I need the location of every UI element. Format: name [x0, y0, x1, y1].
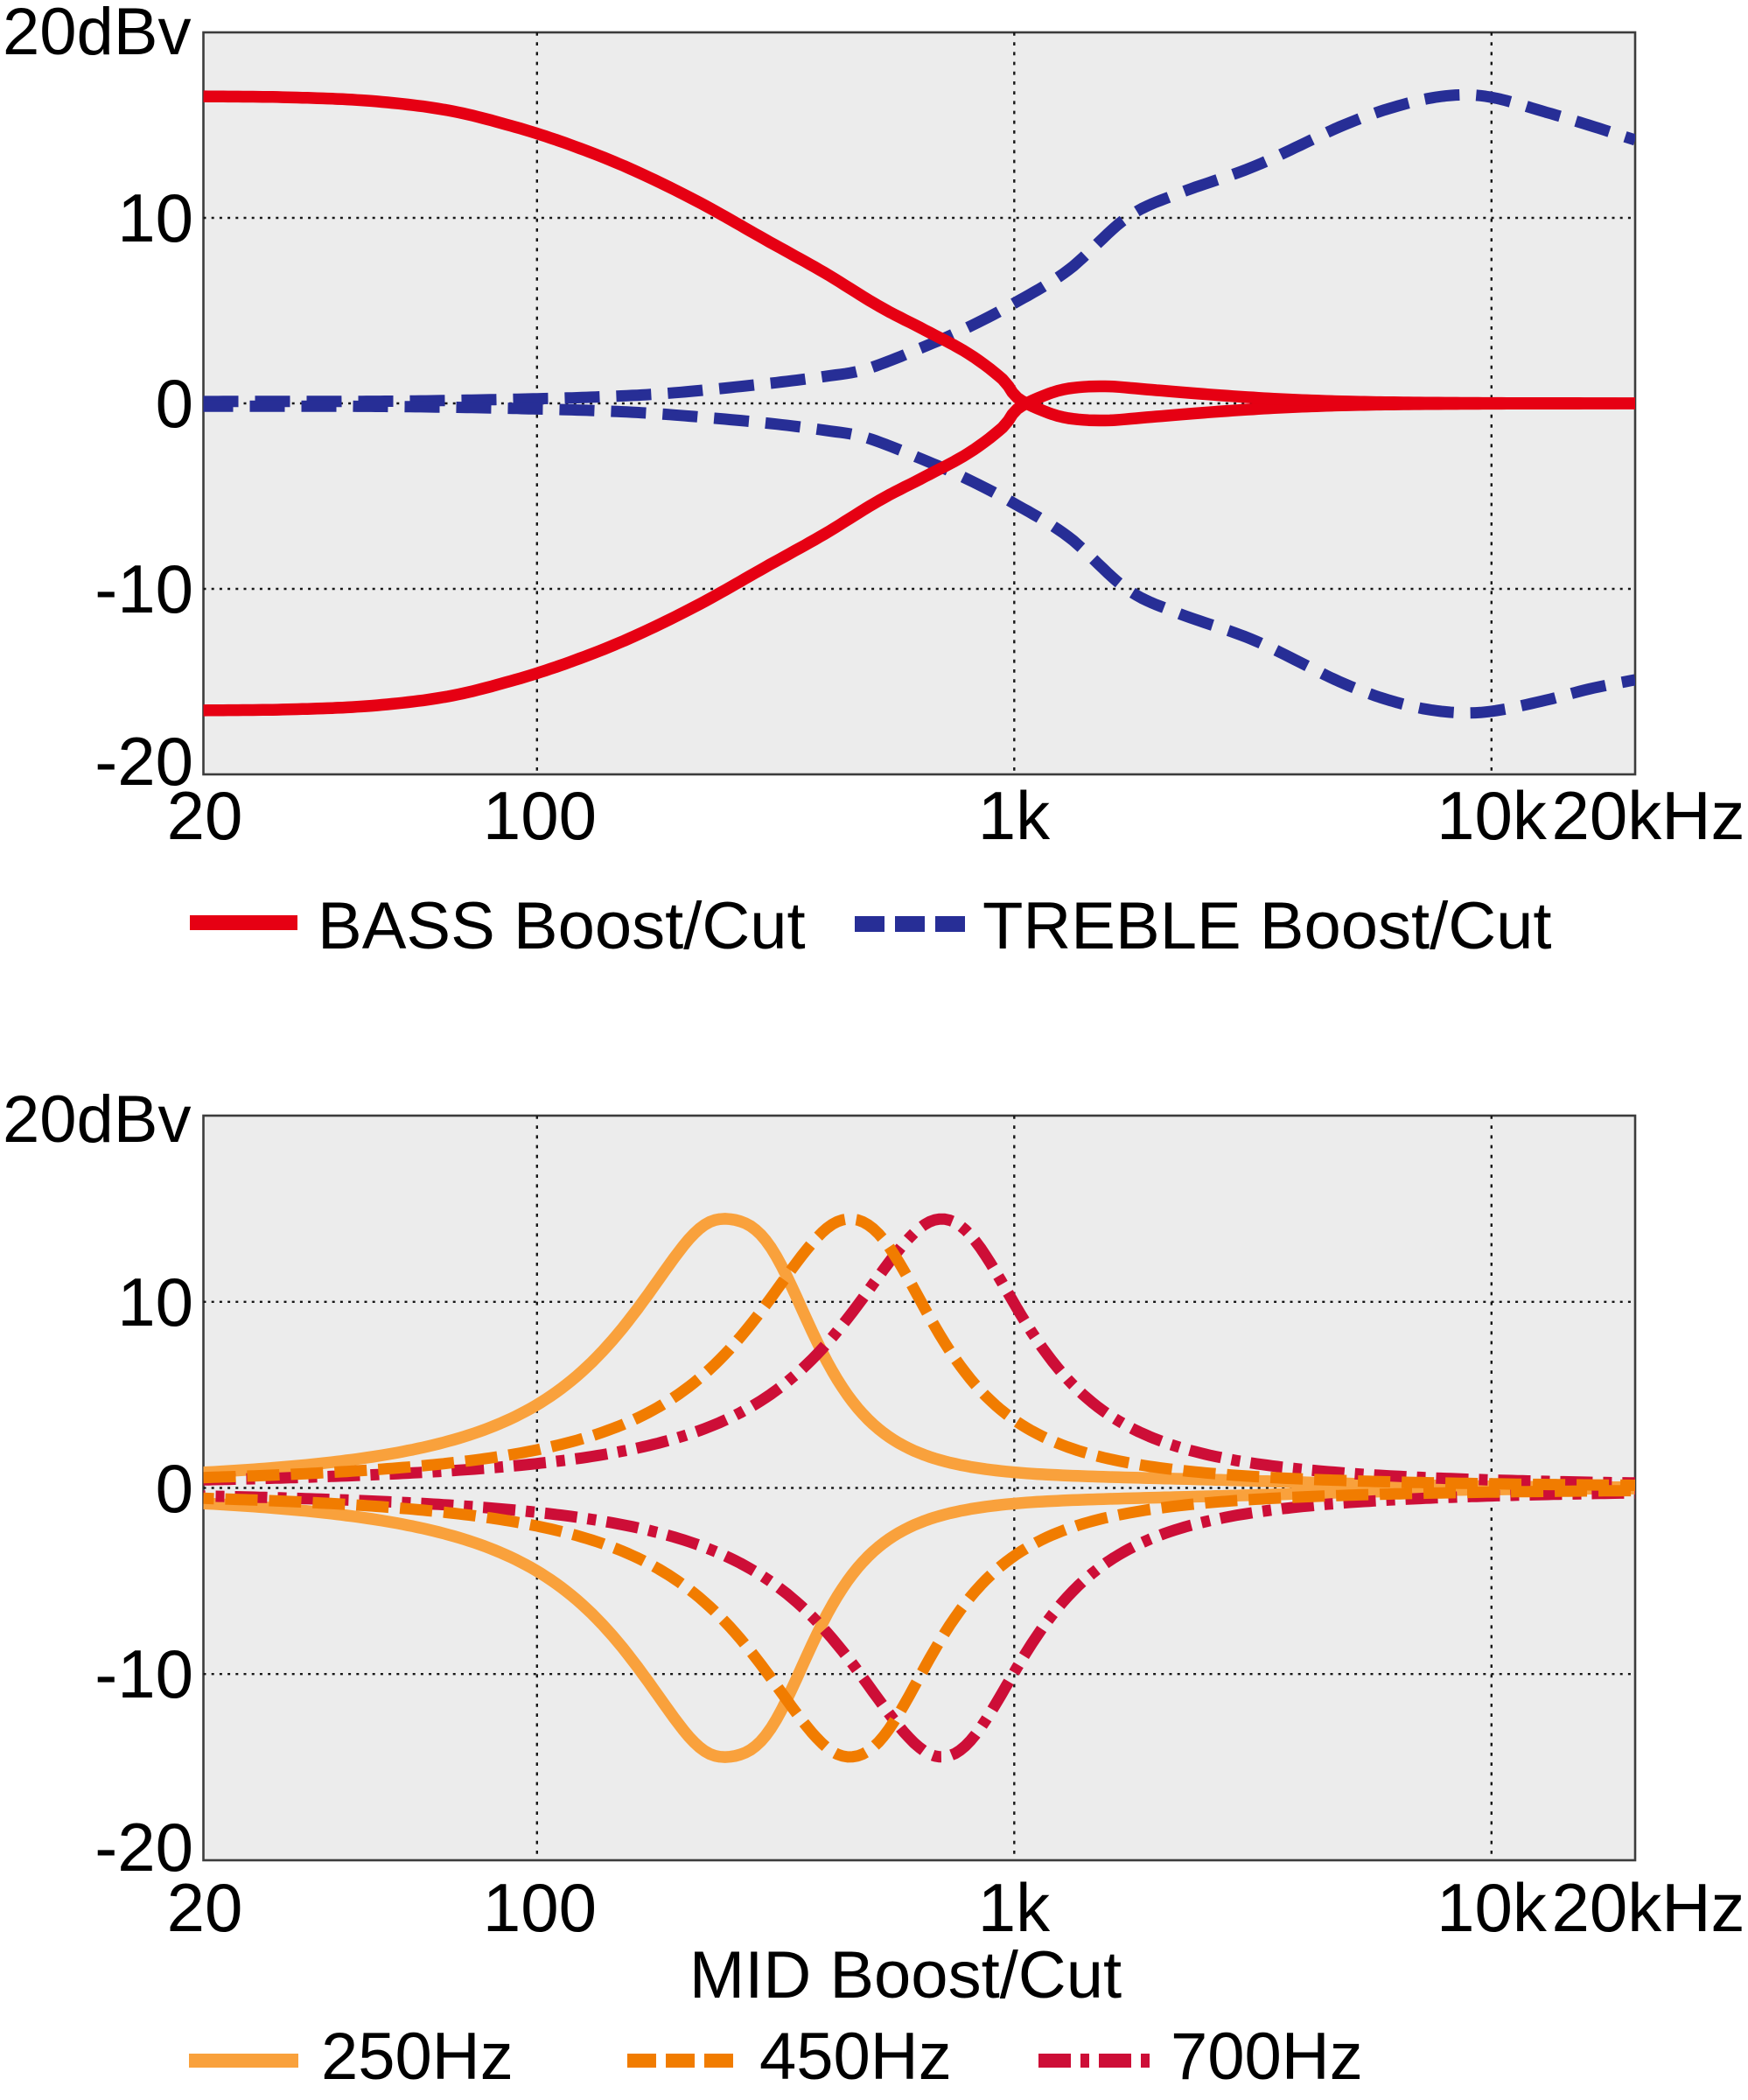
svg-text:-10: -10: [94, 1635, 193, 1712]
svg-text:1k: 1k: [978, 1869, 1051, 1946]
svg-text:0: 0: [156, 1450, 193, 1527]
svg-text:MID Boost/Cut: MID Boost/Cut: [689, 1938, 1122, 2012]
svg-text:450Hz: 450Hz: [759, 2020, 952, 2094]
svg-text:20: 20: [167, 1869, 243, 1946]
svg-text:10: 10: [117, 1264, 193, 1340]
svg-text:TREBLE Boost/Cut: TREBLE Boost/Cut: [982, 889, 1552, 963]
svg-text:250Hz: 250Hz: [321, 2020, 514, 2094]
svg-text:20dBv: 20dBv: [3, 1082, 192, 1157]
svg-text:10: 10: [117, 179, 193, 256]
svg-text:1k: 1k: [978, 777, 1051, 854]
svg-text:100: 100: [483, 1869, 597, 1946]
svg-text:-20: -20: [94, 1809, 193, 1886]
svg-text:0: 0: [156, 365, 193, 442]
svg-text:100: 100: [483, 777, 597, 854]
svg-text:20: 20: [167, 777, 243, 854]
svg-text:BASS Boost/Cut: BASS Boost/Cut: [318, 889, 806, 963]
svg-text:-20: -20: [94, 723, 193, 800]
svg-text:-10: -10: [94, 550, 193, 627]
svg-text:20kHz: 20kHz: [1551, 1869, 1745, 1946]
svg-text:10k: 10k: [1437, 777, 1548, 854]
svg-text:10k: 10k: [1437, 1869, 1548, 1946]
svg-text:700Hz: 700Hz: [1171, 2020, 1363, 2094]
svg-text:20dBv: 20dBv: [3, 0, 192, 69]
svg-text:20kHz: 20kHz: [1551, 777, 1745, 854]
